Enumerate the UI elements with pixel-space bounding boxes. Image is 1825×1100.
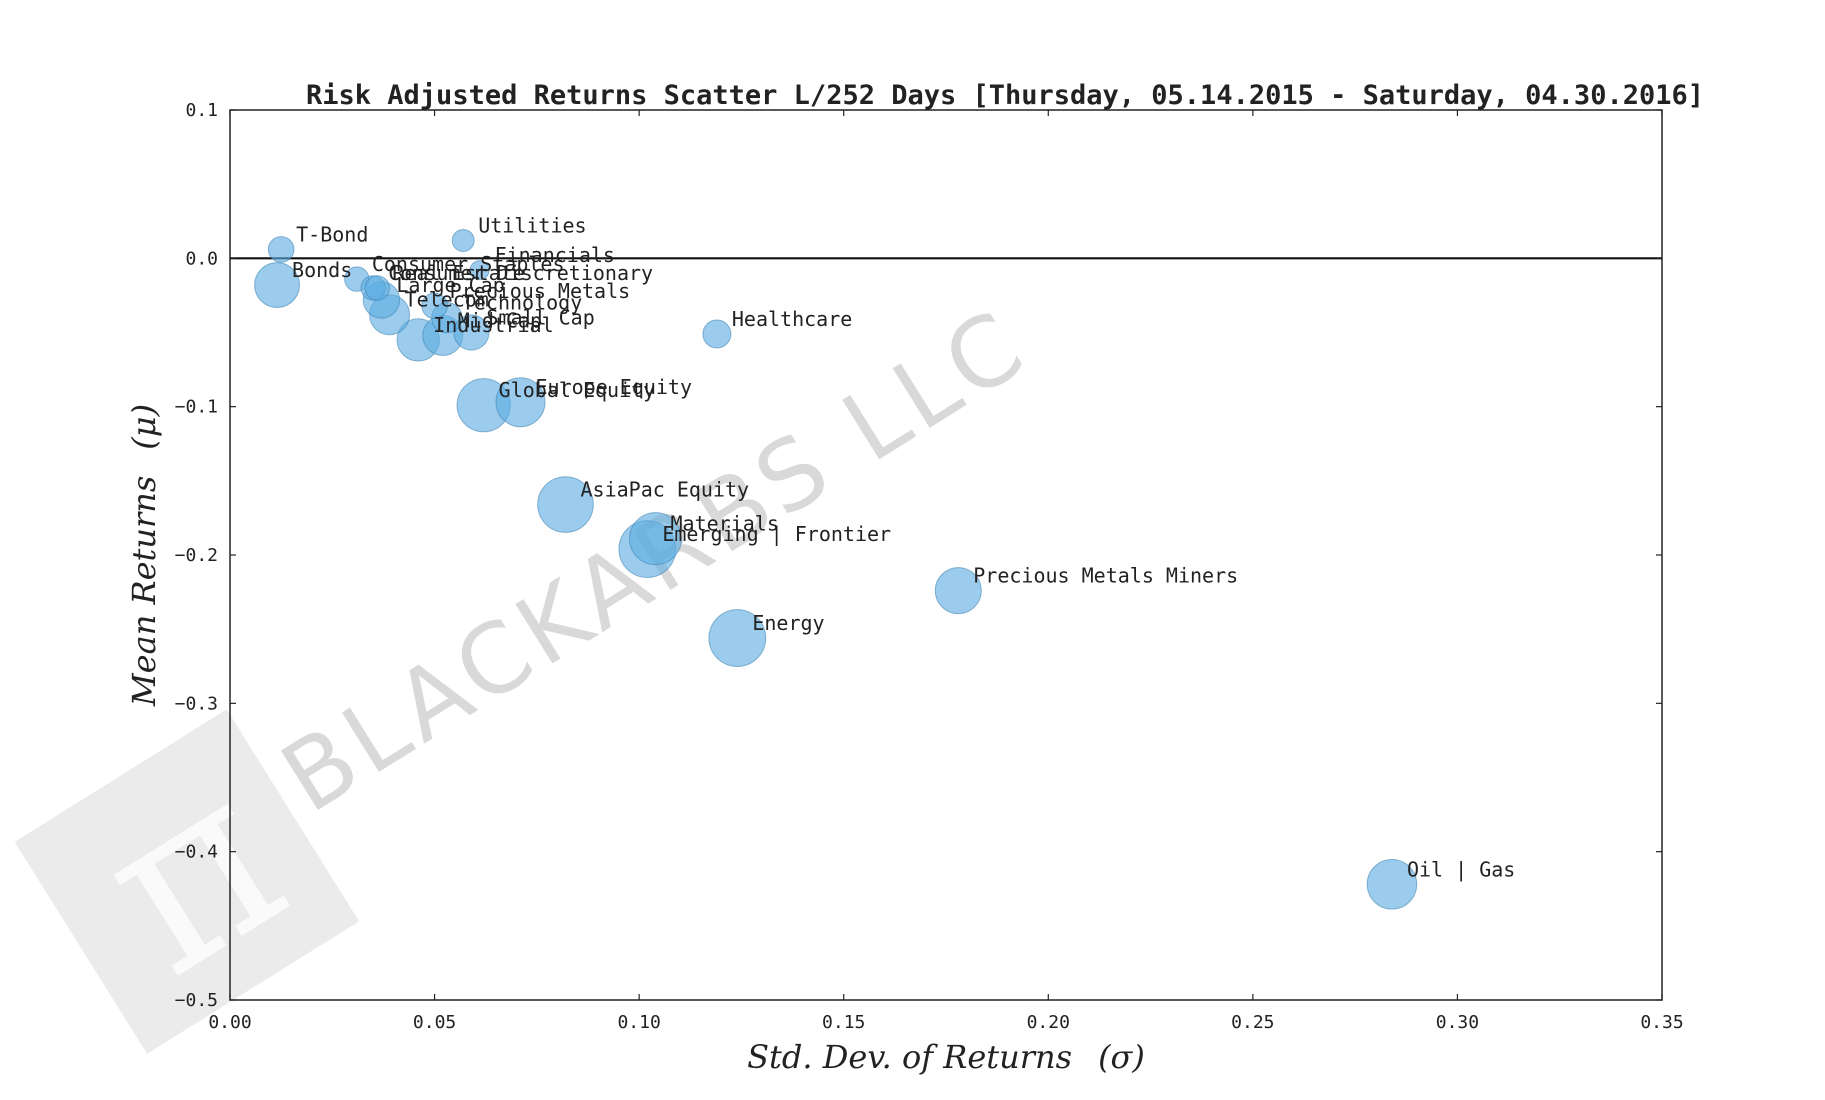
point-label: Large Cap (396, 273, 504, 297)
x-tick-label: 0.05 (413, 1012, 456, 1033)
x-tick-label: 0.10 (617, 1012, 660, 1033)
point-label: Mid Cap (458, 308, 542, 332)
y-tick-label: 0.1 (185, 100, 218, 121)
scatter-point (702, 319, 732, 349)
scatter-point (453, 314, 490, 351)
point-label: Consumer Staples (372, 252, 565, 276)
y-tick-label: −0.1 (175, 397, 218, 418)
scatter-point (934, 567, 982, 615)
point-label: Utilities (478, 214, 586, 238)
point-label: Industrial (433, 313, 553, 337)
point-label: Telecom (405, 288, 489, 312)
scatter-point (1366, 859, 1418, 910)
point-label: Real Estate (392, 261, 524, 285)
point-label: Small Cap (486, 306, 594, 330)
point-label: Oil | Gas (1407, 857, 1515, 881)
point-label: Consumer Discretionary (388, 261, 653, 285)
x-tick-label: 0.15 (822, 1012, 865, 1033)
scatter-point (254, 262, 300, 308)
y-tick-label: −0.2 (175, 545, 218, 566)
x-tick-label: 0.35 (1640, 1012, 1683, 1033)
point-label: Energy (752, 611, 824, 635)
scatter-point (267, 236, 295, 263)
scatter-point (421, 292, 448, 320)
y-axis-title: Mean Returns (μ) (125, 404, 163, 707)
y-tick-label: 0.0 (185, 248, 218, 269)
point-label: Global Equity (499, 378, 656, 402)
chart-title: Risk Adjusted Returns Scatter L/252 Days… (306, 80, 1704, 111)
scatter-point (469, 260, 490, 281)
y-tick-label: −0.5 (175, 990, 218, 1011)
point-label: Financials (495, 243, 615, 267)
axis-ticks (229, 109, 1663, 1001)
y-axis-label: Mean Returns (125, 476, 163, 707)
point-label: Materials (671, 512, 779, 536)
scatter-point (451, 229, 475, 253)
point-label: Emerging | Frontier (662, 522, 891, 546)
scatter-point (537, 476, 594, 533)
x-tick-label: 0.00 (208, 1012, 251, 1033)
x-tick-label: 0.20 (1027, 1012, 1070, 1033)
point-label: Europe Equity (535, 375, 692, 399)
point-label: Healthcare (732, 307, 852, 331)
x-tick-label: 0.25 (1231, 1012, 1274, 1033)
point-label: Technology (462, 291, 582, 315)
x-tick-labels: 0.00 0.05 0.10 0.15 0.20 0.25 0.30 0.35 (208, 1012, 1683, 1033)
y-tick-label: −0.3 (175, 693, 218, 714)
point-label: Precious Metals Miners (973, 564, 1238, 588)
scatter-point (629, 512, 683, 566)
x-axis-title: Std. Dev. of Returns (σ) (747, 1038, 1145, 1076)
point-label: Precious Metals (450, 279, 631, 303)
point-label: AsiaPac Equity (580, 478, 749, 502)
scatter-point (495, 377, 546, 428)
x-axis-symbol: (σ) (1098, 1038, 1145, 1076)
scatter-point (364, 275, 390, 301)
y-tick-label: −0.4 (175, 842, 218, 863)
point-label: T-Bond (296, 222, 368, 246)
x-axis-label: Std. Dev. of Returns (747, 1038, 1072, 1076)
x-tick-label: 0.30 (1436, 1012, 1479, 1033)
point-labels: T-Bond Utilities Financials Bonds Consumer S… (292, 214, 1515, 882)
point-label: Bonds (292, 258, 352, 282)
scatter-point (708, 609, 767, 667)
data-points (254, 229, 1418, 910)
watermark-logo (14, 709, 360, 1054)
y-tick-labels: 0.1 0.0 −0.1 −0.2 −0.3 −0.4 −0.5 (175, 100, 218, 1011)
y-axis-symbol: (μ) (125, 404, 163, 450)
